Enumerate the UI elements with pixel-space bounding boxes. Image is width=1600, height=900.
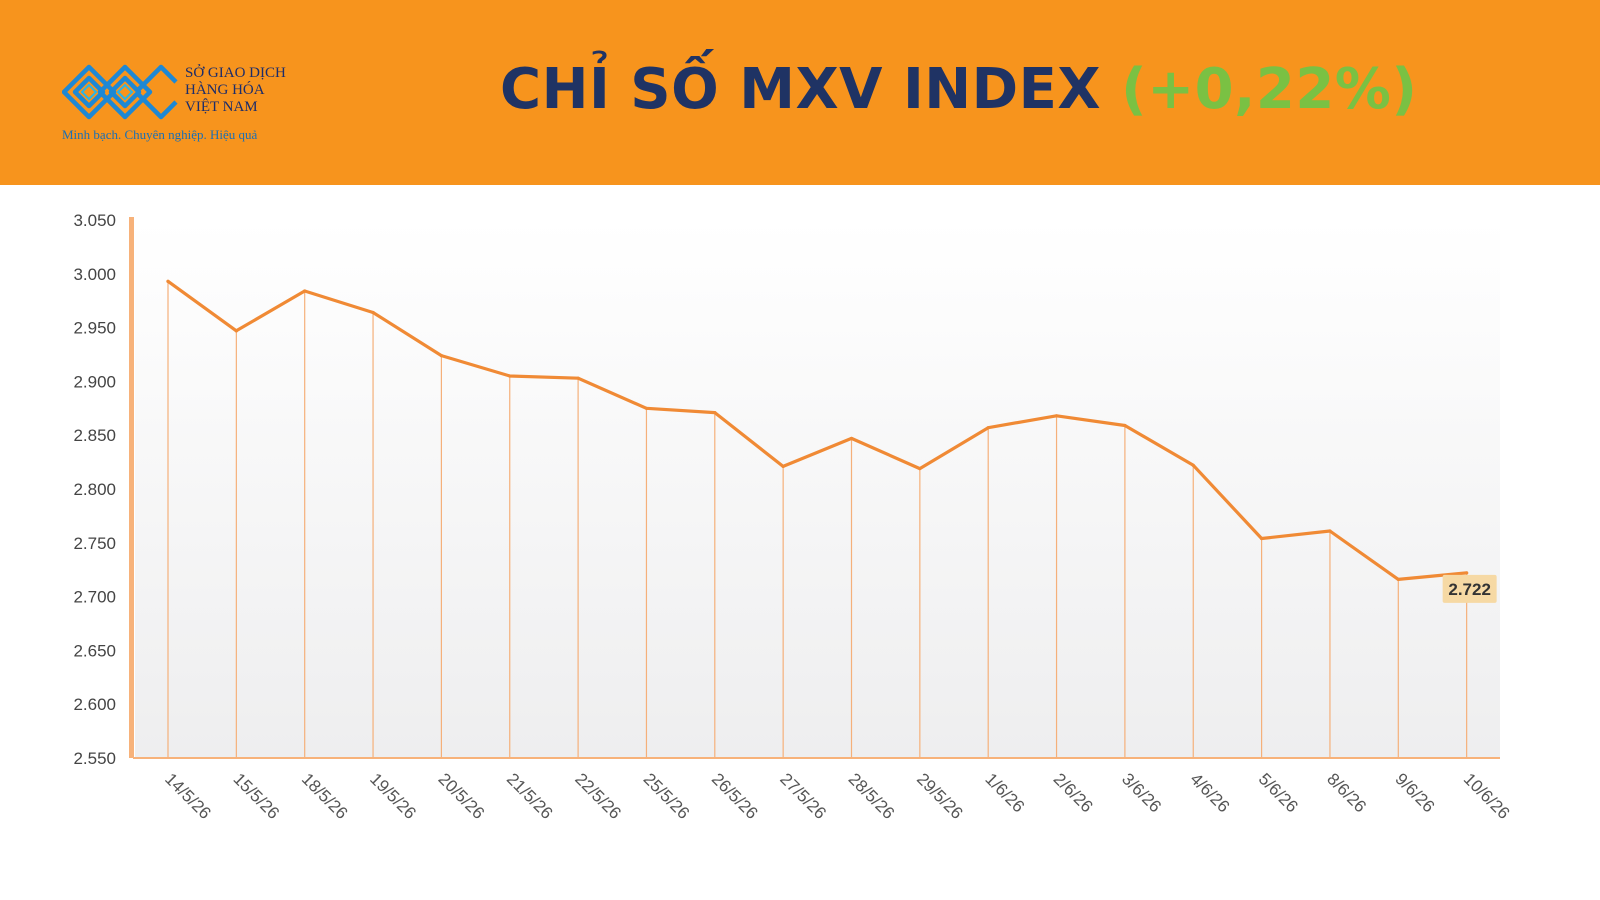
x-tick-label: 5/6/26 bbox=[1255, 769, 1302, 816]
last-value-callout: 2.722 bbox=[1442, 574, 1497, 603]
data-point bbox=[371, 310, 375, 315]
data-point bbox=[1396, 577, 1400, 581]
data-point bbox=[1054, 414, 1059, 418]
x-tick-label: 10/6/26 bbox=[1460, 769, 1514, 823]
x-tick-label: 2/6/26 bbox=[1050, 769, 1097, 816]
y-tick-label: 2.850 bbox=[73, 426, 116, 445]
y-tick-label: 3.050 bbox=[73, 211, 116, 230]
y-tick-label: 2.950 bbox=[73, 319, 116, 338]
x-tick-label: 18/5/26 bbox=[298, 769, 352, 823]
x-tick-label: 19/5/26 bbox=[366, 769, 420, 823]
x-tick-label: 21/5/26 bbox=[503, 769, 557, 823]
x-tick-label: 4/6/26 bbox=[1186, 769, 1233, 816]
x-tick-label: 20/5/26 bbox=[435, 769, 489, 823]
data-point bbox=[439, 353, 443, 358]
page-title: CHỈ SỐ MXV INDEX (+0,22%) bbox=[500, 50, 1417, 130]
data-point bbox=[986, 426, 990, 430]
y-tick-label: 2.600 bbox=[73, 695, 116, 714]
x-tick-label: 25/5/26 bbox=[640, 769, 694, 823]
series-line bbox=[166, 279, 1469, 581]
y-tick-label: 2.700 bbox=[73, 588, 116, 607]
data-point bbox=[576, 376, 580, 380]
mxv-logo: SỞ GIAO DỊCH HÀNG HÓA VIỆT NAM Minh bạch… bbox=[60, 62, 320, 152]
y-axis-line bbox=[129, 217, 134, 758]
data-point bbox=[1123, 423, 1127, 428]
data-point bbox=[303, 289, 307, 293]
x-tick-label: 1/6/26 bbox=[981, 769, 1028, 816]
mxv-logo-icon bbox=[62, 64, 178, 120]
header-banner: SỞ GIAO DỊCH HÀNG HÓA VIỆT NAM Minh bạch… bbox=[0, 0, 1600, 185]
x-tick-label: 3/6/26 bbox=[1118, 769, 1165, 816]
y-tick-label: 2.550 bbox=[73, 749, 116, 768]
chart-svg: 2.550 2.600 2.650 2.700 2.750 2.800 2.850 2.900… bbox=[73, 211, 1514, 823]
y-tick-label: 3.000 bbox=[73, 265, 116, 284]
title-text: CHỈ SỐ MXV INDEX bbox=[500, 57, 1102, 122]
data-point bbox=[713, 411, 717, 415]
x-tick-label: 14/5/26 bbox=[161, 769, 215, 823]
x-axis: 14/5/26 15/5/26 18/5/26 19/5/26 20/5/26 21/5/… bbox=[133, 757, 1514, 823]
y-tick-label: 2.750 bbox=[73, 534, 116, 553]
logo-line-1: SỞ GIAO DỊCH bbox=[185, 65, 286, 81]
x-tick-label: 26/5/26 bbox=[708, 769, 762, 823]
data-point bbox=[849, 436, 854, 441]
data-point bbox=[781, 464, 785, 469]
y-tick-label: 2.650 bbox=[73, 641, 116, 660]
y-tick-label: 2.900 bbox=[73, 372, 116, 391]
data-point bbox=[918, 466, 922, 471]
x-tick-label: 29/5/26 bbox=[913, 769, 967, 823]
x-tick-label: 27/5/26 bbox=[776, 769, 830, 823]
drop-lines bbox=[167, 281, 1468, 758]
last-value-box bbox=[1442, 574, 1497, 603]
data-point bbox=[166, 279, 170, 283]
data-point bbox=[644, 406, 649, 410]
x-tick-label: 22/5/26 bbox=[571, 769, 625, 823]
logo-line-2: HÀNG HÓA bbox=[185, 82, 265, 98]
y-tick-label: 2.800 bbox=[73, 480, 116, 499]
change-percent: (+0,22%) bbox=[1121, 57, 1418, 122]
x-tick-label: 9/6/26 bbox=[1391, 769, 1438, 816]
data-point bbox=[508, 374, 512, 378]
logo-slogan: Minh bạch. Chuyên nghiệp. Hiệu quả bbox=[62, 127, 258, 142]
x-tick-label: 28/5/26 bbox=[845, 769, 899, 823]
data-point bbox=[1260, 536, 1264, 541]
line-chart: 2.550 2.600 2.650 2.700 2.750 2.800 2.850 2.900… bbox=[0, 185, 1600, 900]
data-point bbox=[234, 329, 238, 333]
data-point bbox=[1191, 463, 1195, 467]
data-point bbox=[1465, 571, 1469, 575]
y-axis: 2.550 2.600 2.650 2.700 2.750 2.800 2.850 2.900… bbox=[73, 211, 134, 768]
last-value-label: 2.722 bbox=[1448, 580, 1491, 599]
x-tick-label: 8/6/26 bbox=[1323, 769, 1370, 816]
x-tick-label: 15/5/26 bbox=[230, 769, 284, 823]
logo-name: SỞ GIAO DỊCH HÀNG HÓA VIỆT NAM bbox=[185, 65, 325, 116]
series-index bbox=[166, 279, 1469, 581]
logo-line-3: VIỆT NAM bbox=[185, 99, 258, 115]
data-point bbox=[1328, 529, 1332, 533]
